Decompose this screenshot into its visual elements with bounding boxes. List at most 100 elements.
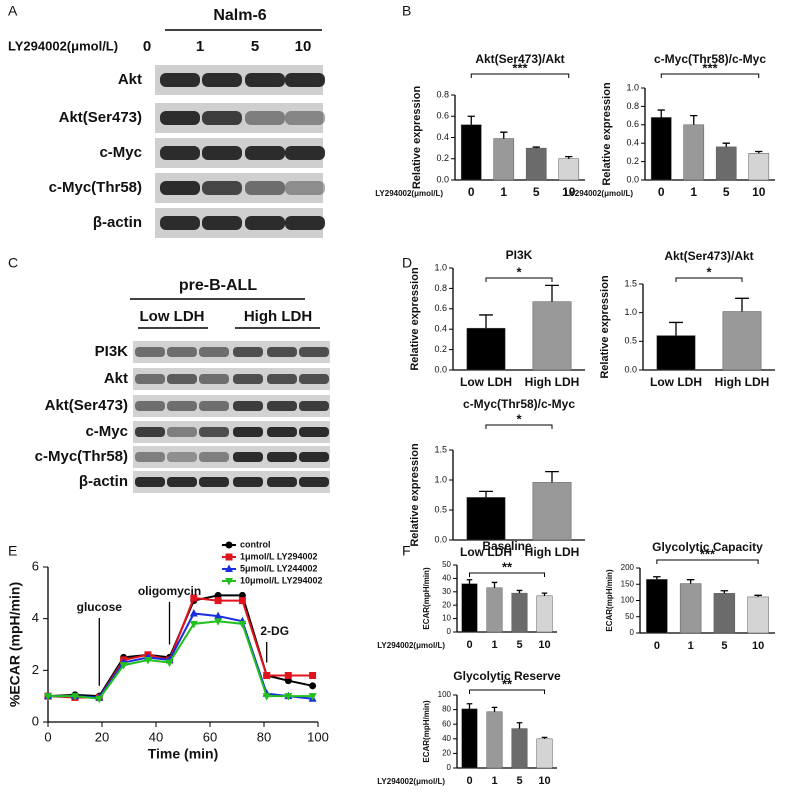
x-tick-label: High LDH [525,375,580,389]
blot-row-label: Akt [118,71,142,88]
blot-band [199,427,229,437]
error-bar [565,155,573,159]
x-tick-label: 100 [307,729,329,744]
event-label: oligomycin [138,584,201,598]
blot-band [285,73,325,87]
bar [646,579,668,634]
marker [165,659,174,668]
legend-label: 5μmol/L LY244002 [240,563,318,573]
blot-band [233,401,263,411]
chart-title: Baseline [482,539,532,553]
y-tick-label: 0.8 [626,101,639,111]
bar [722,311,762,371]
marker [190,594,198,602]
y-tick-label: 1.0 [434,474,447,484]
error-bar [516,589,523,594]
y-tick-label: 0.0 [626,174,639,184]
blot-band [285,111,325,125]
x-tick-label: 10 [538,775,550,787]
bar [466,497,506,541]
marker [309,672,317,679]
marker [214,618,223,626]
y-axis-label: ECAR(mpH/min) [422,567,431,630]
blot-band [233,427,263,437]
blot-band [135,347,165,357]
group-label: Low LDH [140,308,205,325]
x-tick-label: 60 [203,729,217,744]
significance-label: *** [700,546,716,561]
x-tick-label: High LDH [525,545,580,559]
y-tick-label: 0.8 [436,89,449,99]
x-tick-label: 1 [690,185,697,199]
y-axis-label: Relative expression [599,275,611,379]
blot-band [285,181,325,195]
blot-band [199,374,229,384]
y-axis-label: Relative expression [411,86,423,190]
y-tick-label: 0.0 [436,174,449,184]
y-tick-label: 60 [442,719,451,728]
blot-band [199,347,229,357]
blot-band [233,347,263,357]
y-tick-label: 0.0 [434,534,447,544]
y-tick-label: 0.2 [436,153,449,163]
y-tick-label: 0 [447,627,452,636]
blot-band [135,374,165,384]
x-tick-label: Low LDH [460,545,512,559]
marker [238,597,246,605]
y-tick-label: 40 [442,734,451,743]
significance-bracket [470,73,570,78]
lane-label: 5 [251,38,259,55]
bar [748,153,770,181]
panel-letter: F [402,543,411,559]
y-tick-label: 80 [442,705,451,714]
blot-strip [133,395,330,417]
legend-label: 10μmol/L LY294002 [240,575,323,585]
y-tick-label: 0.6 [436,111,449,121]
marker [71,693,79,701]
x-tick-label: 40 [149,729,163,744]
lane-label: 10 [295,38,312,55]
significance-bracket [485,424,553,429]
y-tick-label: 10 [442,614,451,623]
x-tick-label: 10 [562,185,576,199]
y-tick-label: 100 [438,690,452,699]
blot-band [167,374,197,384]
bar [493,138,515,181]
y-tick-label: 50 [442,560,451,569]
blot-band [299,401,329,411]
error-bar [479,314,493,329]
error-bar [491,581,498,588]
blot-band [299,427,329,437]
error-bar [466,703,473,709]
group-label: High LDH [244,308,312,325]
blot-band [160,111,200,125]
x-tick-label: 1 [500,185,507,199]
y-tick-label: 0.6 [626,119,639,129]
y-tick-label: 0.5 [624,336,637,346]
blot-band [160,181,200,195]
x-tick-label: 1 [688,640,694,652]
blot-band [267,427,297,437]
blot-band [233,452,263,462]
marker [143,657,152,665]
significance-bracket [469,572,545,577]
blot-band [167,452,197,462]
error-bar [541,736,548,739]
x-axis-label: LY294002(μmol/L) [377,641,445,650]
significance-bracket [485,277,553,282]
blot-band [233,477,263,487]
y-tick-label: 0.8 [434,283,447,293]
blot-band [202,146,242,160]
bar [532,482,572,541]
y-tick-label: 40 [442,574,451,583]
dose-label: LY294002(μmol/L) [8,38,118,53]
error-bar [653,576,661,580]
chart-title: c-Myc(Thr58)/c-Myc [654,52,766,66]
y-tick-label: 0.2 [434,344,447,354]
error-bar [541,592,548,596]
x-tick-label: 0 [658,185,665,199]
bar [536,738,553,769]
marker [225,578,233,586]
y-tick-label: 200 [621,563,635,572]
